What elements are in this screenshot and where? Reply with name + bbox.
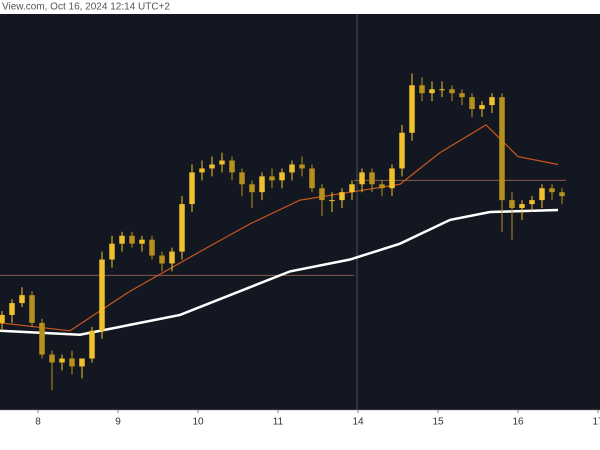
x-tick-label: 14	[352, 417, 364, 428]
candle-body	[219, 160, 225, 165]
candle-body	[239, 172, 245, 185]
x-tick-label: 8	[35, 417, 41, 428]
candle-body	[309, 168, 315, 189]
candle-body	[79, 358, 85, 367]
chart-title: View.com, Oct 16, 2024 12:14 UTC+2	[2, 2, 170, 13]
candle-body	[399, 132, 405, 169]
candle-body	[409, 85, 415, 133]
candle-body	[499, 97, 505, 201]
candle-body	[349, 184, 355, 193]
candle-body	[199, 168, 205, 173]
candle-body	[559, 192, 565, 197]
candle-body	[259, 176, 265, 193]
candle-body	[159, 255, 165, 264]
candle-body	[109, 243, 115, 260]
candle-body	[49, 354, 55, 363]
x-tick-label: 11	[273, 417, 284, 428]
candle-body	[469, 97, 475, 110]
candle-body	[129, 235, 135, 244]
candle-body	[539, 188, 545, 201]
candle-body	[479, 105, 485, 110]
candle-body	[329, 200, 335, 202]
candle-body	[459, 93, 465, 98]
candle-body	[489, 97, 495, 106]
candle-body	[69, 358, 75, 367]
x-tick-label: 10	[192, 417, 204, 428]
candle-body	[429, 89, 435, 94]
candle-body	[139, 239, 145, 244]
candle-body	[39, 322, 45, 355]
x-tick-label: 16	[512, 417, 524, 428]
candle-body	[529, 200, 535, 205]
candle-body	[299, 164, 305, 169]
candle-body	[439, 89, 445, 91]
x-axis-bar	[0, 410, 600, 432]
top-bar	[0, 0, 600, 14]
candle-body	[189, 172, 195, 205]
candle-body	[149, 239, 155, 256]
moving-average	[0, 124, 559, 332]
x-tick-label: 9	[115, 417, 121, 428]
candle-body	[119, 235, 125, 244]
candle-body	[269, 176, 275, 181]
candle-body	[99, 259, 105, 331]
candle-body	[419, 85, 425, 94]
candle-body	[549, 188, 555, 193]
candle-body	[209, 164, 215, 169]
candle-body	[319, 188, 325, 201]
x-tick-label: 17	[592, 417, 600, 428]
candle-body	[339, 192, 345, 201]
x-tick-label: 15	[432, 417, 444, 428]
candle-body	[389, 168, 395, 189]
candle-body	[19, 295, 25, 304]
candle-body	[249, 184, 255, 193]
candle-body	[29, 295, 35, 323]
candle-body	[359, 172, 365, 185]
candle-body	[9, 303, 15, 315]
candle-body	[519, 204, 525, 209]
candle-body	[509, 200, 515, 209]
candle-body	[229, 160, 235, 173]
candle-body	[89, 330, 95, 359]
candle-body	[279, 172, 285, 181]
candle-body	[59, 358, 65, 363]
candle-body	[179, 204, 185, 252]
candle-body	[379, 184, 385, 189]
candle-body	[449, 89, 455, 94]
candle-body	[289, 164, 295, 173]
candle-body	[0, 314, 5, 323]
moving-average	[0, 208, 559, 337]
candle-body	[369, 172, 375, 185]
candle-body	[169, 251, 175, 264]
